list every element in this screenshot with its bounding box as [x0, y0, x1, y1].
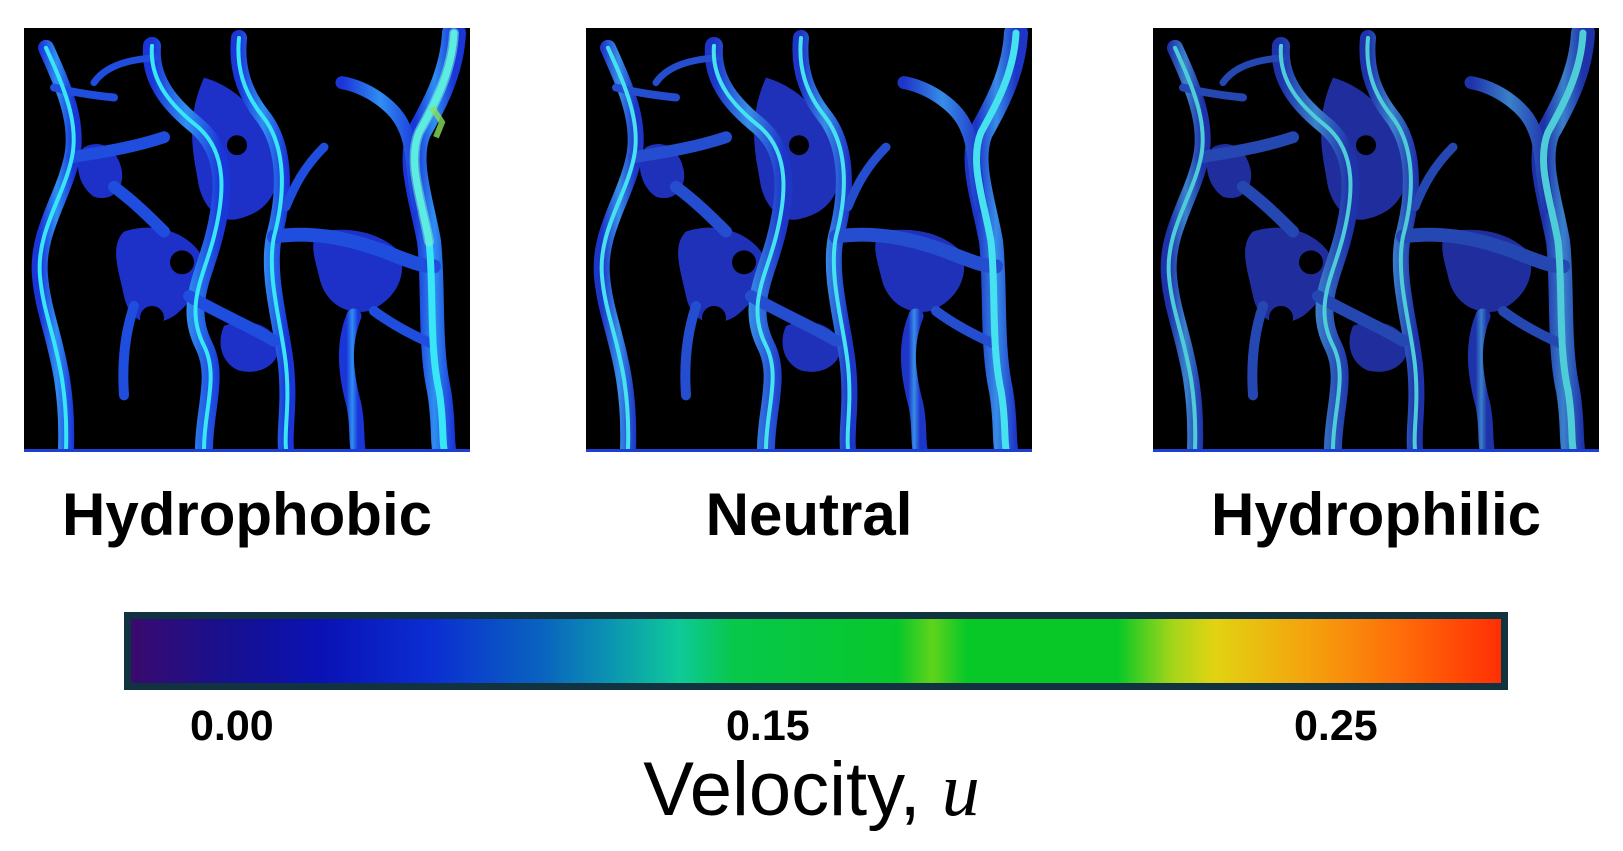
colorbar-tick-label: 0.15: [726, 702, 810, 750]
velocity-field-panel-hydrophobic: [24, 28, 470, 452]
colorbar-tick-label: 0.00: [190, 702, 274, 750]
pore-network-image: [1153, 28, 1599, 449]
panel-label-neutral: Neutral: [705, 481, 913, 548]
velocity-field-panel-neutral: [586, 28, 1032, 452]
velocity-colorbar: [124, 612, 1508, 690]
colorbar-title-variable: u: [941, 748, 980, 832]
panel-label-hydrophobic: Hydrophobic: [62, 481, 432, 548]
panel-label-hydrophilic: Hydrophilic: [1210, 481, 1542, 548]
pore-network-image: [24, 28, 470, 449]
pore-network-image: [586, 28, 1032, 449]
colorbar-title: Velocity, u: [0, 752, 1623, 829]
velocity-field-panel-hydrophilic: [1153, 28, 1599, 452]
colorbar-title-text: Velocity,: [643, 747, 942, 832]
colorbar-tick-label: 0.25: [1294, 702, 1378, 750]
